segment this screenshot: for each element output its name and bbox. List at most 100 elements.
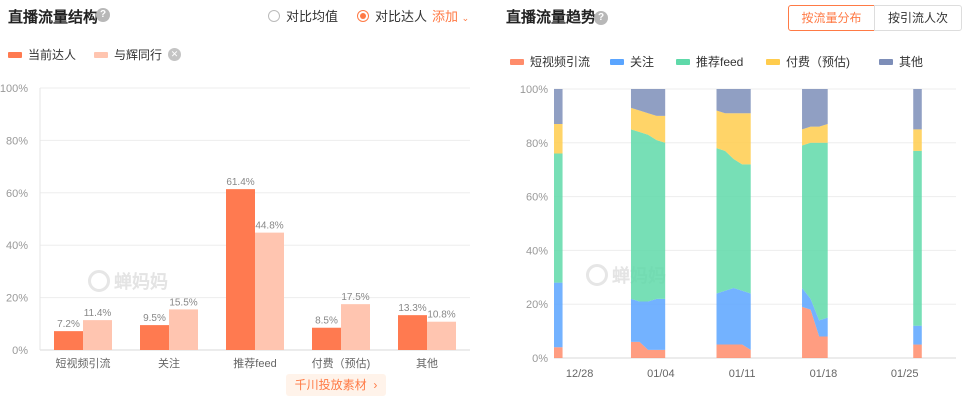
y-tick-label: 40% — [526, 245, 548, 257]
area-band — [630, 341, 666, 358]
bar — [226, 189, 255, 350]
y-tick-label: 100% — [0, 83, 28, 95]
y-tick-label: 60% — [526, 192, 548, 204]
legend-item[interactable]: 付费（预估) — [766, 53, 850, 70]
bar — [54, 331, 83, 350]
legend-item[interactable]: 关注 — [610, 53, 654, 70]
bar — [83, 320, 112, 350]
bar-value-label: 7.2% — [57, 319, 80, 330]
flow-distribution-button[interactable]: 按流量分布 — [788, 5, 875, 31]
material-button[interactable]: 千川投放素材 › — [286, 374, 386, 396]
watermark-text: 蝉妈妈 — [114, 272, 168, 292]
y-tick-label: 0% — [532, 353, 548, 365]
x-tick-label: 01/25 — [891, 368, 919, 380]
bar-value-label: 17.5% — [341, 292, 369, 303]
area-band — [716, 288, 751, 350]
chevron-down-icon: ⌄ — [461, 13, 470, 23]
area-band — [913, 325, 922, 345]
x-tick-label: 01/18 — [810, 368, 838, 380]
traffic-count-button[interactable]: 按引流人次 — [874, 5, 962, 31]
legend-item-compare[interactable]: 与辉同行 ✕ — [94, 46, 182, 63]
legend-swatch — [676, 58, 690, 65]
x-tick-label: 01/11 — [729, 368, 756, 380]
area-band — [802, 288, 828, 337]
legend-item[interactable]: 推荐feed — [676, 53, 743, 70]
radio-label: 对比达人 — [375, 9, 428, 24]
area-band — [716, 110, 751, 165]
bar-value-label: 15.5% — [169, 297, 197, 308]
area-band — [630, 129, 666, 302]
area-band — [913, 129, 922, 151]
x-tick-label: 付费（预估) — [312, 357, 371, 370]
area-band — [716, 89, 751, 114]
radio-label: 对比均值 — [286, 9, 339, 24]
area-band — [802, 89, 828, 130]
x-tick-label: 短视频引流 — [56, 356, 111, 370]
watermark-logo-icon — [88, 270, 110, 292]
area-band — [630, 107, 666, 143]
legend-label: 关注 — [630, 55, 655, 69]
area-band — [913, 150, 922, 326]
area-band — [913, 89, 922, 130]
legend-swatch — [766, 58, 780, 65]
y-tick-label: 20% — [6, 293, 28, 305]
close-icon[interactable]: ✕ — [168, 48, 182, 61]
radio-dot-icon — [357, 9, 369, 22]
legend-item[interactable]: 其他 — [879, 53, 923, 70]
area-chart: 0% 20% 40% 60% 80% 100% 12/28 01/04 01/11 01/18 01… — [520, 84, 956, 380]
add-link[interactable]: 添加 ⌄ — [432, 6, 469, 25]
traffic-structure-panel: 直播流量结构 ? 对比均值 对比达人 添加 ⌄ 当前达人 与辉同行 ✕ 蝉妈妈 … — [0, 0, 478, 400]
bar-value-label: 8.5% — [315, 316, 338, 327]
bar-value-label: 10.8% — [427, 310, 455, 321]
bar — [427, 321, 456, 350]
y-tick-label: 80% — [526, 138, 548, 150]
legend-label: 付费（预估) — [786, 55, 850, 69]
radio-dot-icon — [268, 9, 280, 22]
area-band — [554, 282, 563, 348]
x-tick-label: 推荐feed — [233, 356, 276, 370]
y-tick-label: 80% — [6, 135, 28, 147]
area-band — [554, 89, 563, 124]
bar — [169, 309, 198, 350]
bar-value-label: 11.4% — [84, 308, 112, 319]
radio-compare-average[interactable]: 对比均值 — [268, 6, 338, 25]
legend-swatch — [510, 58, 524, 65]
watermark-logo-icon — [586, 264, 608, 286]
question-icon[interactable]: ? — [96, 8, 110, 22]
area-band — [554, 123, 563, 154]
legend-item[interactable]: 短视频引流 — [510, 53, 590, 70]
radio-compare-influencer[interactable]: 对比达人 — [357, 6, 427, 25]
area-band — [913, 344, 922, 358]
area-band — [802, 306, 828, 358]
bar-chart: 0% 20% 40% 60% 80% 100% 短视频引流 7.2% 11.4% 关注 9.5%15… — [0, 83, 470, 370]
material-button-label: 千川投放素材 — [294, 378, 367, 392]
area-band — [630, 298, 666, 350]
bar — [341, 304, 370, 350]
area-band — [716, 148, 751, 294]
add-label: 添加 — [432, 9, 459, 24]
bar-value-label: 44.8% — [255, 221, 283, 232]
legend-label: 短视频引流 — [530, 55, 591, 69]
area-band — [716, 344, 751, 358]
y-tick-label: 0% — [12, 345, 28, 357]
legend-item-current[interactable]: 当前达人 — [8, 46, 76, 63]
x-tick-label: 01/04 — [647, 368, 675, 380]
panel-title: 直播流量趋势 — [506, 9, 597, 26]
legend-label: 其他 — [899, 55, 924, 69]
legend-swatch — [94, 51, 108, 58]
x-tick-label: 12/28 — [566, 368, 594, 380]
question-icon[interactable]: ? — [594, 11, 608, 25]
bar-value-label: 61.4% — [226, 177, 254, 188]
legend-swatch — [879, 58, 893, 65]
area-band — [802, 123, 828, 146]
bar — [140, 325, 169, 350]
bar-value-label: 9.5% — [143, 313, 166, 324]
legend-swatch — [610, 58, 624, 65]
area-band — [554, 347, 563, 358]
legend-label: 当前达人 — [28, 48, 77, 62]
bar-value-label: 13.3% — [398, 303, 426, 314]
bar — [398, 315, 427, 350]
panel-title: 直播流量结构 — [8, 9, 99, 26]
y-tick-label: 20% — [526, 299, 548, 311]
y-tick-label: 40% — [6, 240, 28, 252]
